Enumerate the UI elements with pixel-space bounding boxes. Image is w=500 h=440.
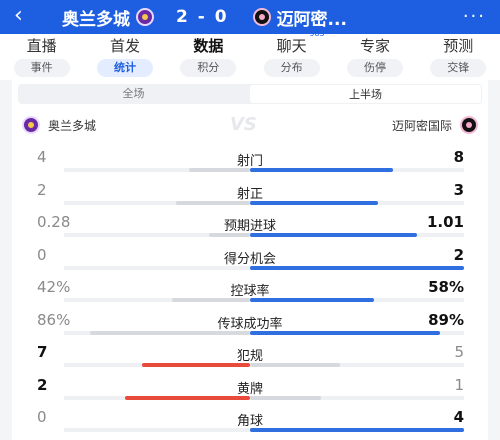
away-stat-value: 1 <box>454 375 464 394</box>
away-stat-value: 58% <box>428 278 464 296</box>
home-team-logo-icon <box>136 8 154 26</box>
home-stat-bar <box>142 363 250 367</box>
subtab-5[interactable]: 交锋 <box>430 59 487 77</box>
home-stat-bar <box>175 200 250 205</box>
stats-subtabs: 事件 统计 积分 分布 伤停 交锋 <box>0 56 500 80</box>
home-bar-track <box>64 265 250 270</box>
stat-row: 7 犯规 5 <box>12 339 488 369</box>
score-bar: 奥兰多城 2 - 0 迈阿密... <box>62 5 347 30</box>
home-bar-track <box>64 200 250 205</box>
stat-row: 42% 控球率 58% <box>12 274 488 304</box>
home-stat-value: 0.28 <box>37 213 71 231</box>
away-stat-value: 5 <box>454 343 464 361</box>
subtab-0[interactable]: 事件 <box>13 59 70 77</box>
teams-row: 奥兰多城 VS 迈阿密国际 <box>12 114 488 138</box>
more-menu-icon[interactable]: ··· <box>462 6 486 27</box>
match-score: 2 - 0 <box>176 7 229 27</box>
away-stat-value: 89% <box>428 310 464 329</box>
stat-label: 黄牌 <box>236 381 263 397</box>
match-header: ‹ 奥兰多城 2 - 0 迈阿密... ··· <box>0 0 500 34</box>
vs-icon: VS <box>230 114 257 135</box>
stat-row: 2 射正 3 <box>12 177 488 207</box>
tab-1[interactable]: 首发 <box>109 36 140 55</box>
away-stat-bar <box>250 395 321 400</box>
home-bar-track <box>64 233 250 237</box>
away-stat-bar <box>250 265 464 270</box>
stat-label: 射正 <box>236 186 263 202</box>
subtab-4[interactable]: 伤停 <box>346 59 403 77</box>
away-stat-value: 4 <box>453 408 464 426</box>
away-stat-bar <box>250 428 464 432</box>
tab-5[interactable]: 预测 <box>443 36 474 55</box>
stat-row: 0 角球 4 <box>12 404 488 434</box>
away-stat-value: 8 <box>453 148 464 166</box>
home-team-logo-icon <box>22 116 40 134</box>
tab-4[interactable]: 专家 <box>359 36 390 55</box>
stat-row: 0.28 预期进球 1.01 <box>12 209 488 239</box>
stat-row: 86% 传球成功率 89% <box>12 307 488 337</box>
home-stat-value: 0 <box>37 408 47 426</box>
home-bar-track <box>64 298 250 302</box>
home-bar-track <box>64 428 250 432</box>
away-stat-bar <box>250 233 417 237</box>
stats-card: 全场 上半场 奥兰多城 VS 迈阿密国际 4 射门 8 2 射正 3 0.28 预期进球 1.0… <box>12 80 488 440</box>
stat-row: 0 得分机会 2 <box>12 242 488 272</box>
home-stat-bar <box>125 395 250 400</box>
away-stat-bar <box>250 200 379 205</box>
away-team: 迈阿密国际 <box>392 116 478 134</box>
away-team-logo-icon <box>252 8 271 26</box>
home-team-label: 奥兰多城 <box>48 118 97 133</box>
away-stat-bar <box>250 298 375 302</box>
first-half-button[interactable]: 上半场 <box>250 85 481 103</box>
home-stat-value: 2 <box>37 180 47 199</box>
stat-label: 角球 <box>236 414 263 429</box>
away-stat-value: 3 <box>453 180 464 199</box>
home-bar-track <box>64 168 250 172</box>
home-stat-bar <box>171 298 250 302</box>
subtab-2[interactable]: 积分 <box>180 59 237 77</box>
home-team-name[interactable]: 奥兰多城 <box>62 9 130 30</box>
away-stat-value: 2 <box>453 245 464 264</box>
away-bar-track <box>250 395 464 400</box>
away-stat-bar <box>250 330 441 335</box>
stat-label: 犯规 <box>236 349 263 364</box>
away-stat-value: 1.01 <box>426 213 464 231</box>
away-team-label: 迈阿密国际 <box>391 118 452 133</box>
tab-3[interactable]: 聊天 985 <box>276 28 325 55</box>
stat-label: 传球成功率 <box>217 316 283 332</box>
stat-label: 控球率 <box>230 284 270 299</box>
tab-2[interactable]: 数据 <box>193 36 224 55</box>
stat-label: 射门 <box>236 154 263 169</box>
home-stat-bar <box>209 233 250 237</box>
full-match-button[interactable]: 全场 <box>122 87 145 100</box>
home-stat-value: 86% <box>37 310 71 329</box>
home-stat-value: 4 <box>37 148 47 166</box>
away-stat-bar <box>250 168 394 172</box>
stat-label: 预期进球 <box>223 219 276 234</box>
chat-count-badge: 985 <box>309 28 325 38</box>
half-toggle: 全场 上半场 <box>18 84 482 104</box>
main-tabs: 直播 首发 数据 聊天 985 专家 预测 <box>0 28 500 56</box>
home-team: 奥兰多城 <box>22 116 96 134</box>
home-stat-value: 42% <box>37 278 71 296</box>
away-team-logo-icon <box>460 116 478 134</box>
home-stat-value: 2 <box>37 375 48 394</box>
home-stat-bar <box>90 330 250 335</box>
away-team-name[interactable]: 迈阿密... <box>276 9 347 30</box>
tab-0[interactable]: 直播 <box>26 36 57 55</box>
away-bar-track <box>250 363 464 367</box>
stat-row: 2 黄牌 1 <box>12 372 488 402</box>
subtab-1[interactable]: 统计 <box>96 59 153 77</box>
away-stat-bar <box>250 363 340 367</box>
home-stat-bar <box>188 168 250 172</box>
back-icon[interactable]: ‹ <box>14 3 23 28</box>
stat-label: 得分机会 <box>223 251 276 267</box>
home-stat-value: 7 <box>37 343 48 361</box>
stat-row: 4 射门 8 <box>12 144 488 174</box>
home-stat-value: 0 <box>37 245 47 264</box>
subtab-3[interactable]: 分布 <box>263 59 320 77</box>
